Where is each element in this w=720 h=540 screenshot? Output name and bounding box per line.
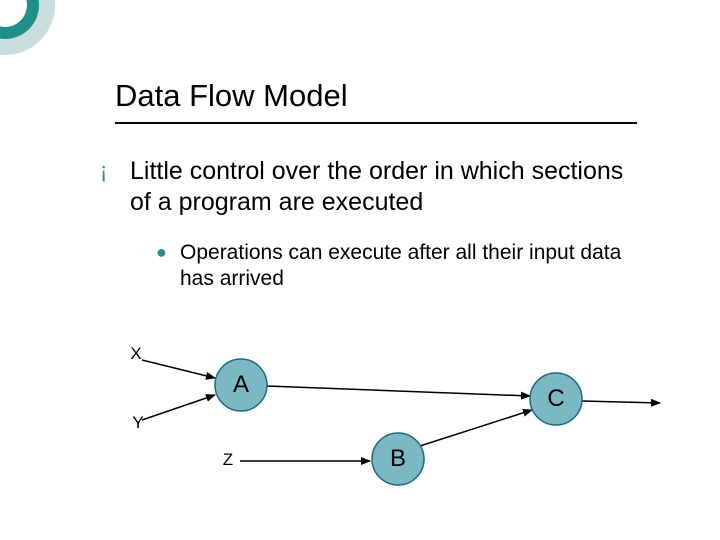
- page-title: Data Flow Model: [115, 78, 348, 114]
- flow-arrow: [267, 386, 530, 396]
- flow-node-label-c: C: [547, 385, 564, 413]
- bullet-mark-2: ●: [156, 242, 167, 263]
- flow-edge-label-z: Z: [223, 450, 233, 470]
- title-underline: [115, 122, 637, 124]
- corner-decoration: [0, 0, 80, 80]
- bullet-text-1: Little control over the order in which s…: [130, 156, 630, 219]
- flow-node-label-b: B: [390, 445, 406, 473]
- flow-edge-label-x: X: [130, 344, 141, 364]
- flow-arrow: [142, 360, 215, 378]
- bullet-text-2: Operations can execute after all their i…: [180, 240, 630, 293]
- flow-arrow: [420, 410, 532, 446]
- flow-edge-label-y: Y: [132, 413, 143, 433]
- flow-arrow: [582, 401, 660, 403]
- bullet-mark-1: ¡: [100, 158, 107, 184]
- flow-node-label-a: A: [233, 371, 249, 399]
- flow-arrow: [142, 395, 215, 420]
